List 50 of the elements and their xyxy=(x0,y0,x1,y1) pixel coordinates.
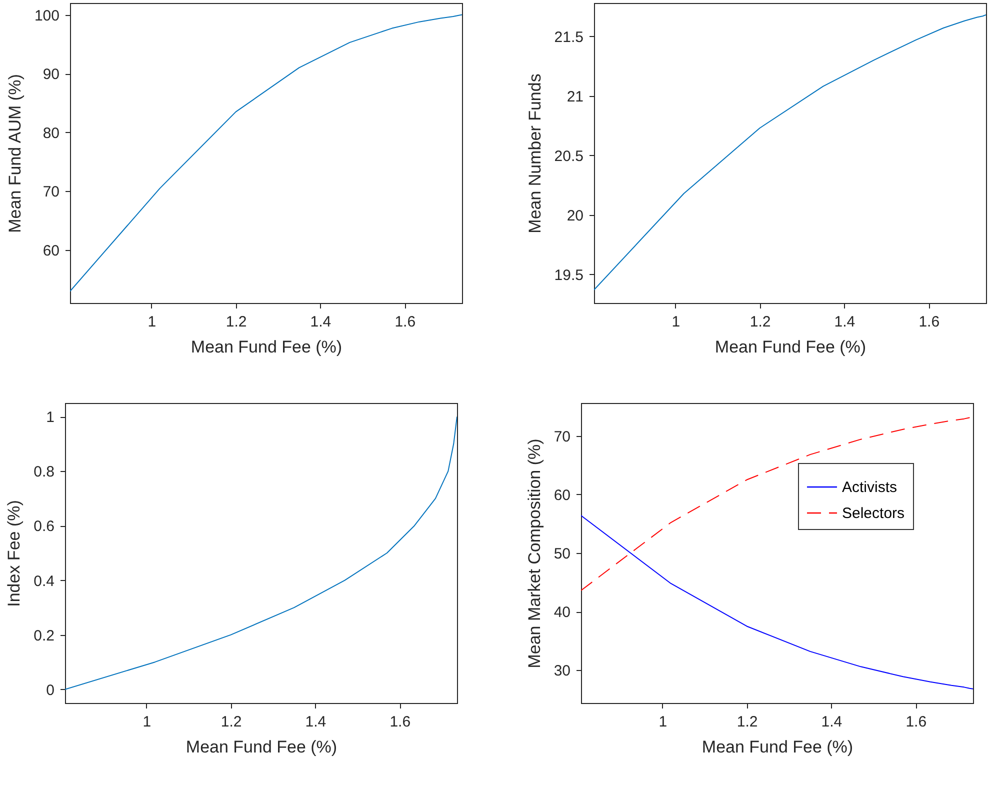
y-tick-label: 0.4 xyxy=(34,572,54,590)
x-tick-label: 1.6 xyxy=(390,714,411,730)
x-tick-label: 1.6 xyxy=(906,714,927,730)
x-axis-title: Mean Fund Fee (%) xyxy=(190,338,342,356)
y-tick-label: 20 xyxy=(566,207,584,224)
x-tick-label: 1.4 xyxy=(310,314,332,330)
y-tick-label: 90 xyxy=(42,66,60,84)
x-axis-title: Mean Fund Fee (%) xyxy=(714,338,866,356)
y-axis-title: Mean Fund AUM (%) xyxy=(5,74,24,233)
y-tick-label: 70 xyxy=(42,184,60,201)
y-tick-label: 21.5 xyxy=(554,28,584,46)
y-tick-label: 100 xyxy=(34,7,60,24)
y-tick-label: 21 xyxy=(566,88,584,106)
x-tick-label: 1.4 xyxy=(305,714,326,730)
y-axis-title: Index Fee (%) xyxy=(4,500,24,607)
y-tick-label: 50 xyxy=(554,546,570,562)
y-tick-label: 0.8 xyxy=(34,464,54,481)
x-tick-label: 1.6 xyxy=(918,314,940,330)
y-axis-title: Mean Market Composition (%) xyxy=(524,438,544,668)
x-tick-label: 1.2 xyxy=(736,714,758,730)
y-tick-label: 40 xyxy=(554,604,570,622)
line-series xyxy=(65,416,457,690)
x-tick-label: 1 xyxy=(672,314,680,330)
x-tick-label: 1.2 xyxy=(226,314,247,330)
y-tick-label: 0 xyxy=(46,682,54,699)
x-axis-title: Mean Fund Fee (%) xyxy=(702,738,854,756)
y-tick-label: 70 xyxy=(554,428,570,446)
line-series xyxy=(70,14,462,292)
y-axis-title: Mean Number Funds xyxy=(525,74,544,234)
x-tick-label: 1 xyxy=(142,714,152,730)
y-tick-label: 19.5 xyxy=(554,266,584,284)
x-tick-label: 1.6 xyxy=(394,314,416,330)
y-tick-label: 60 xyxy=(42,242,60,260)
y-tick-label: 80 xyxy=(42,124,60,142)
y-tick-label: 30 xyxy=(554,662,570,680)
y-tick-label: 0.6 xyxy=(34,518,54,536)
x-tick-label: 1.4 xyxy=(821,714,842,730)
y-tick-label: 60 xyxy=(554,486,570,504)
x-tick-label: 1 xyxy=(148,314,156,330)
y-tick-label: 20.5 xyxy=(554,148,584,165)
y-tick-label: 0.2 xyxy=(34,627,54,644)
x-tick-label: 1.2 xyxy=(220,714,242,730)
x-tick-label: 1 xyxy=(658,714,668,730)
line-series xyxy=(594,14,986,290)
x-axis-title: Mean Fund Fee (%) xyxy=(186,738,338,756)
x-tick-label: 1.2 xyxy=(750,314,771,330)
y-tick-label: 1 xyxy=(46,409,54,426)
legend-label: Activists xyxy=(842,479,898,496)
legend-label: Selectors xyxy=(842,505,905,522)
x-tick-label: 1.4 xyxy=(834,314,856,330)
